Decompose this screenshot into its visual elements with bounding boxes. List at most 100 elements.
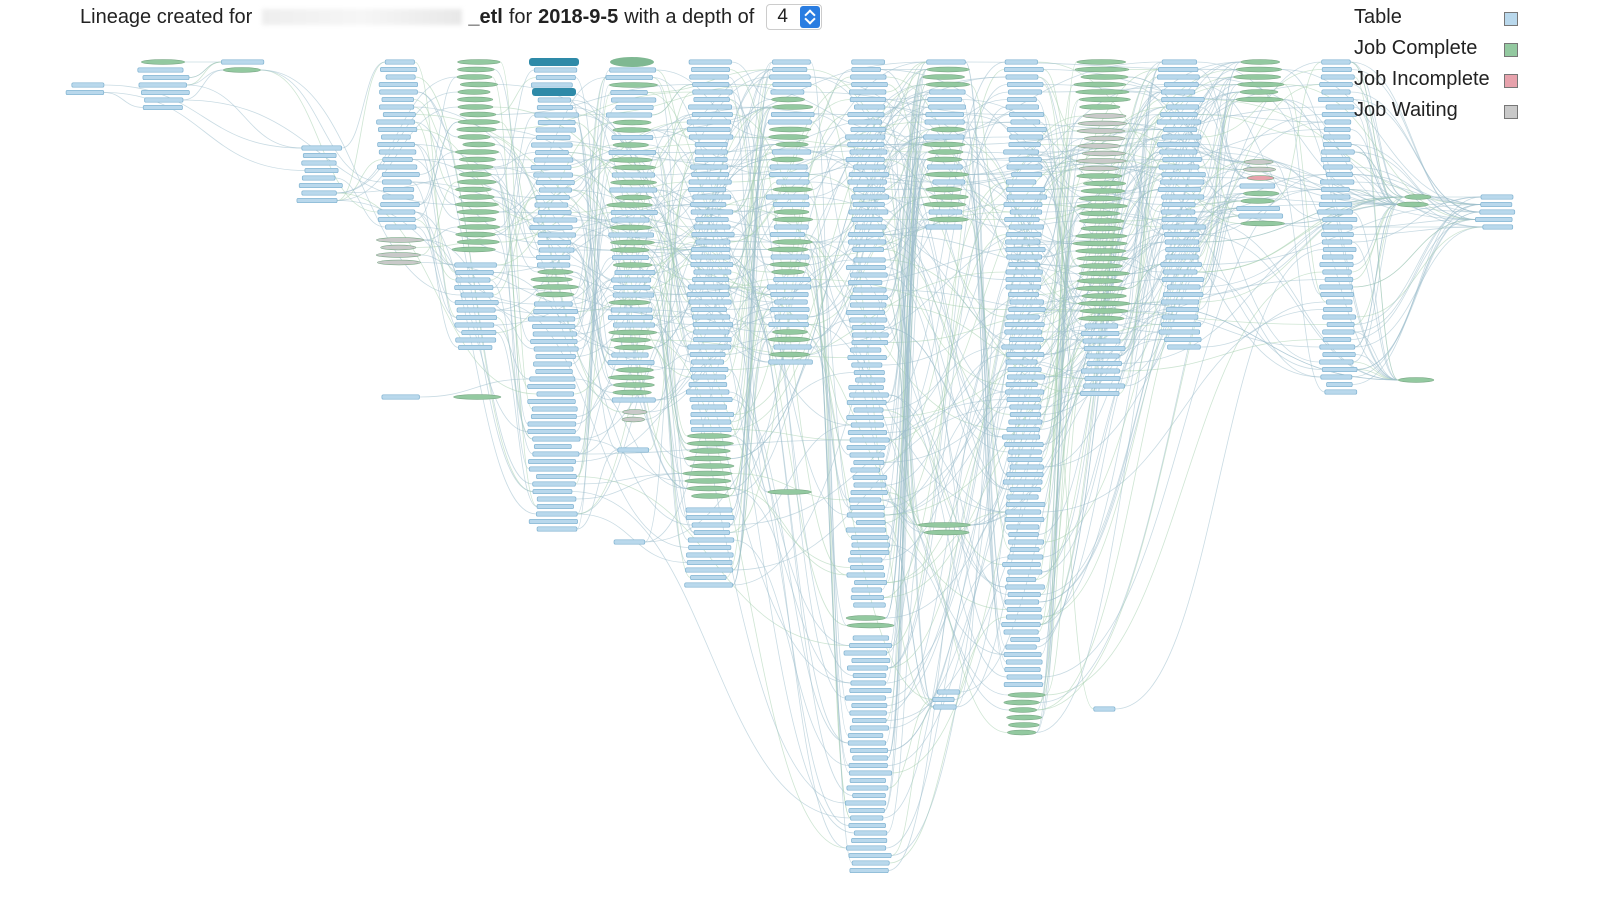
table-node	[848, 384, 884, 391]
job-complete-node	[845, 615, 886, 621]
edge	[1041, 288, 1076, 333]
edge	[578, 294, 614, 350]
table-node	[848, 557, 883, 563]
table-node	[770, 291, 809, 298]
edges	[103, 61, 1483, 871]
table-node	[1482, 224, 1514, 230]
edge	[1041, 84, 1238, 93]
table-node	[768, 359, 813, 365]
table-node	[854, 104, 886, 110]
job-complete-node	[768, 134, 809, 140]
edge	[657, 84, 691, 355]
edge	[577, 196, 767, 312]
job-complete-node	[454, 149, 500, 155]
table-node	[1004, 666, 1041, 673]
table-node	[1005, 284, 1041, 290]
edge	[1130, 84, 1238, 304]
table-node	[925, 224, 963, 230]
table-node	[691, 231, 735, 238]
table-node	[1010, 636, 1041, 643]
edge	[572, 107, 851, 684]
depth-spinner[interactable]	[800, 6, 821, 28]
table-node	[847, 141, 885, 148]
table-node	[769, 164, 808, 170]
table-node	[685, 567, 734, 573]
table-node	[533, 443, 572, 450]
edge	[1128, 69, 1237, 259]
job-complete-node	[608, 329, 658, 336]
job-complete-node	[1083, 180, 1127, 187]
edge	[885, 99, 929, 403]
table-node	[607, 359, 655, 366]
table-node	[849, 725, 889, 731]
table-node	[379, 104, 415, 110]
table-node	[849, 392, 889, 398]
table-node	[1002, 434, 1041, 440]
edge	[647, 69, 773, 93]
edge	[885, 267, 1010, 490]
edge	[1274, 61, 1322, 202]
edge	[732, 91, 773, 243]
table-node	[688, 104, 733, 110]
table-node	[848, 497, 882, 503]
edge	[1199, 189, 1322, 235]
table-node	[851, 216, 883, 223]
table-node	[847, 665, 889, 671]
edge	[186, 69, 224, 86]
table-node	[377, 216, 416, 223]
job-complete-node	[1075, 248, 1127, 254]
edge	[1198, 84, 1238, 243]
edge	[573, 129, 688, 395]
edge	[1124, 193, 1244, 387]
table-node	[385, 74, 416, 80]
header-middle: for	[508, 5, 533, 28]
edge	[1352, 196, 1481, 385]
table-node	[382, 156, 413, 163]
table-node	[770, 254, 810, 260]
depth-select[interactable]: 4	[766, 4, 823, 30]
table-node	[772, 81, 812, 88]
table-node	[843, 650, 888, 656]
table-node	[296, 197, 338, 204]
job-complete-node	[772, 329, 808, 335]
job-complete-node	[457, 179, 497, 185]
table-node	[846, 414, 884, 421]
table-node	[304, 167, 339, 174]
edge	[495, 309, 535, 350]
table-node	[454, 284, 494, 291]
edge	[1045, 145, 1079, 310]
edge	[1198, 99, 1237, 258]
edge	[964, 61, 1006, 670]
table-node	[298, 182, 343, 189]
job-complete-node	[456, 209, 500, 215]
table-node	[1005, 269, 1043, 275]
table-node	[1085, 353, 1120, 359]
table-node	[853, 482, 886, 488]
table-node	[382, 186, 415, 193]
table-node	[1161, 201, 1196, 208]
table-node	[851, 194, 890, 200]
table-node	[533, 217, 578, 223]
table-node	[768, 321, 809, 328]
edge	[1038, 76, 1234, 295]
edge	[1352, 219, 1476, 288]
edge	[730, 99, 928, 459]
edge	[575, 234, 768, 250]
table-node	[851, 717, 887, 724]
edge	[1043, 114, 1081, 394]
job-complete-node	[457, 224, 501, 230]
table-node	[1003, 681, 1043, 688]
table-node	[528, 466, 574, 472]
edge	[885, 153, 1083, 699]
edge	[962, 166, 1007, 475]
table-node	[1005, 644, 1037, 650]
table-node	[1084, 323, 1119, 329]
edge	[414, 211, 456, 303]
edge	[811, 346, 851, 456]
job-complete-node	[772, 216, 814, 223]
legend-label: Job Waiting	[1354, 99, 1458, 121]
edge	[572, 107, 609, 363]
table-node	[853, 164, 886, 170]
edge	[1119, 174, 1162, 342]
